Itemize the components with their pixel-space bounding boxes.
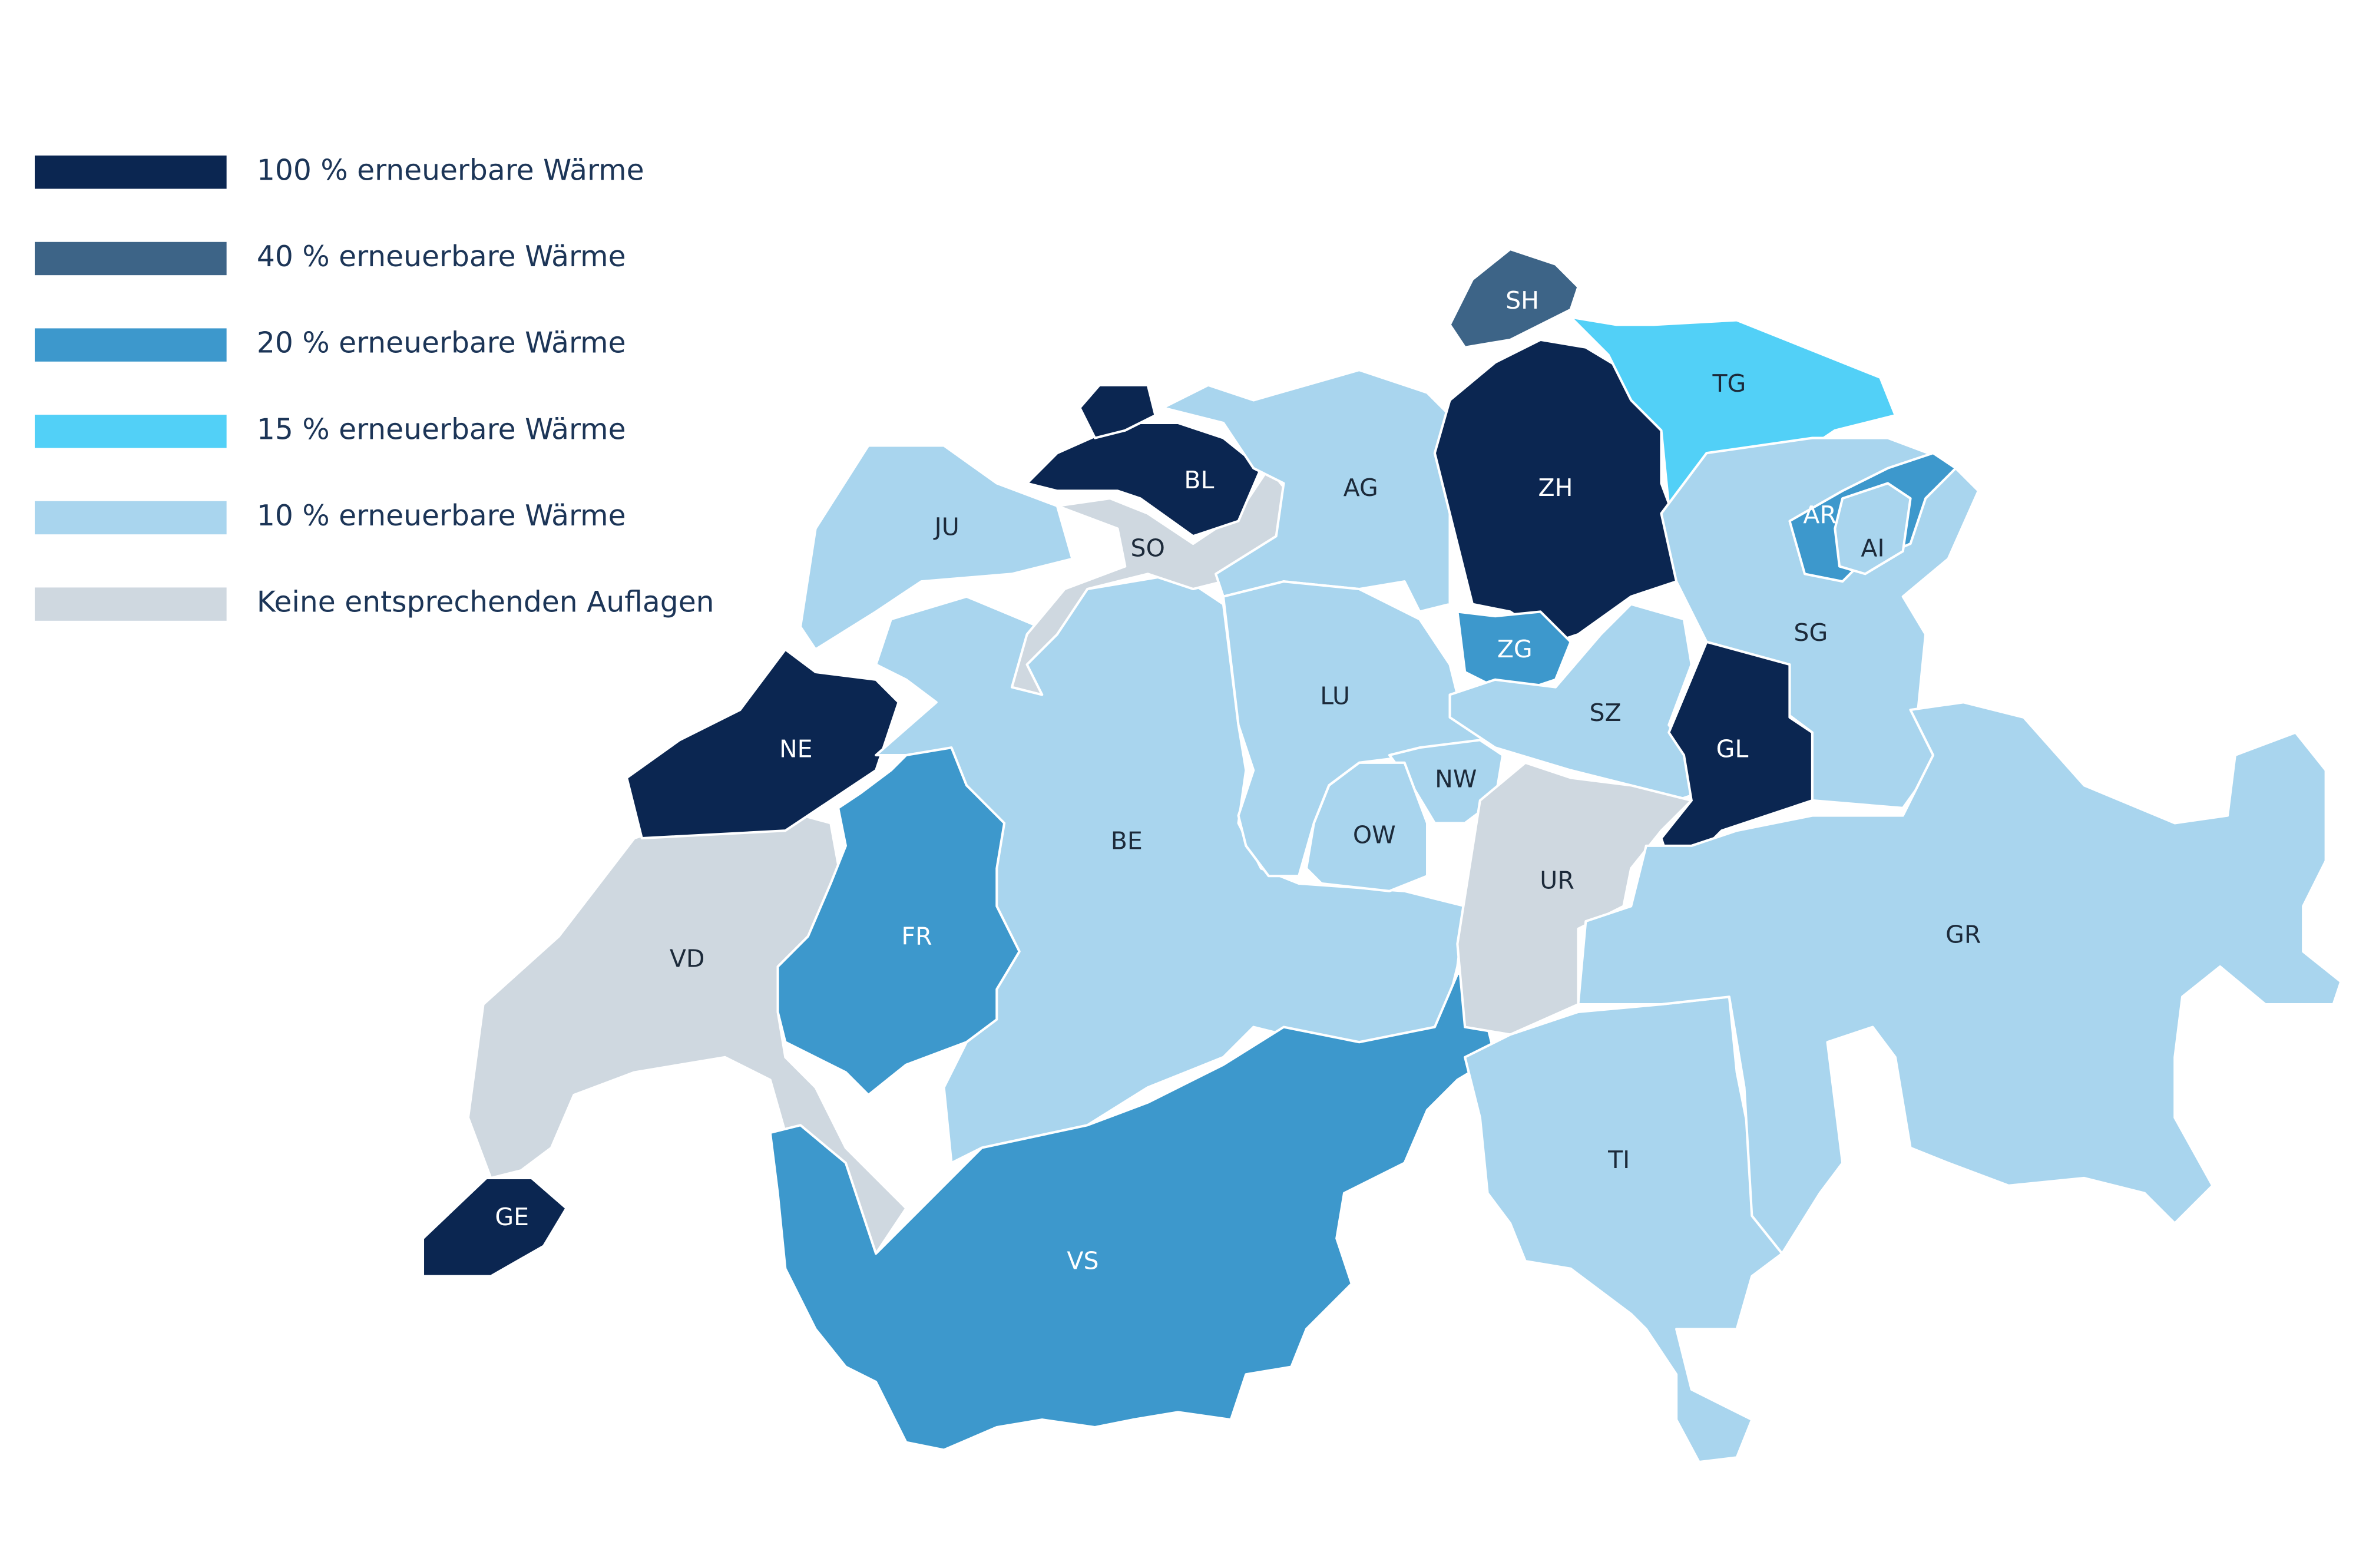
canton — [1305, 761, 1429, 892]
cantons — [421, 248, 2342, 1464]
canton-label: VD — [670, 945, 705, 973]
canton-label: FR — [901, 922, 932, 950]
canton-label: NE — [779, 735, 813, 763]
canton-label: ZH — [1538, 474, 1573, 502]
canton-label: JU — [933, 512, 959, 541]
legend-swatch — [35, 587, 227, 621]
canton-label: AG — [1344, 474, 1378, 502]
canton-label: BS — [1088, 345, 1120, 373]
canton-label: SG — [1794, 618, 1828, 647]
canton-label: SZ — [1590, 699, 1622, 727]
legend-label: Keine entsprechenden Auflagen — [257, 586, 714, 619]
legend-swatch — [35, 501, 227, 535]
canton-label: SO — [1131, 534, 1165, 562]
legend-label: 15 % erneuerbare Wärme — [257, 413, 626, 446]
canton-label: UR — [1540, 866, 1574, 894]
canton — [421, 1176, 568, 1278]
canton — [1162, 369, 1451, 613]
canton-label: BL — [1184, 466, 1214, 494]
legend-label: 10 % erneuerbare Wärme — [257, 499, 626, 532]
canton-label: TG — [1712, 369, 1746, 398]
legend-label: 100 % erneuerbare Wärme — [257, 154, 644, 187]
canton — [1577, 701, 2342, 1255]
canton — [776, 746, 1021, 1096]
canton — [1448, 248, 1580, 349]
canton-labels: VD GE NE JU BE FR VS SO BL BS AG LU ZH SH TG SG AR AI ZG SZ… — [495, 286, 1981, 1275]
legend-label: 40 % erneuerbare Wärme — [257, 240, 626, 273]
legend-label: 20 % erneuerbare Wärme — [257, 327, 626, 360]
canton-label: OW — [1353, 821, 1396, 849]
canton — [769, 965, 1497, 1451]
legend-swatch — [35, 328, 227, 362]
canton-label: AR — [1803, 501, 1837, 529]
canton — [1834, 482, 1912, 575]
legend: 100 % erneuerbare Wärme 40 % erneuerbare … — [35, 154, 714, 621]
canton-label: GL — [1716, 735, 1749, 763]
canton-label: NW — [1435, 765, 1477, 793]
canton — [1464, 995, 1783, 1464]
legend-swatch — [35, 242, 227, 276]
canton — [1456, 761, 1693, 1036]
legend-swatch — [35, 156, 227, 189]
canton-label: AI — [1861, 534, 1884, 562]
canton — [799, 444, 1074, 651]
canton — [1456, 610, 1572, 696]
canton-label: VS — [1067, 1247, 1098, 1275]
canton-label: SH — [1505, 286, 1539, 315]
canton-label: GR — [1945, 921, 1981, 949]
canton-label: LU — [1320, 682, 1350, 710]
canton-label: GE — [495, 1203, 529, 1231]
canton-label: BE — [1111, 827, 1143, 855]
legend-swatch — [35, 415, 227, 448]
canton — [626, 648, 900, 840]
canton — [1078, 383, 1157, 439]
canton-label: TI — [1607, 1146, 1630, 1174]
canton-label: ZG — [1497, 635, 1533, 663]
